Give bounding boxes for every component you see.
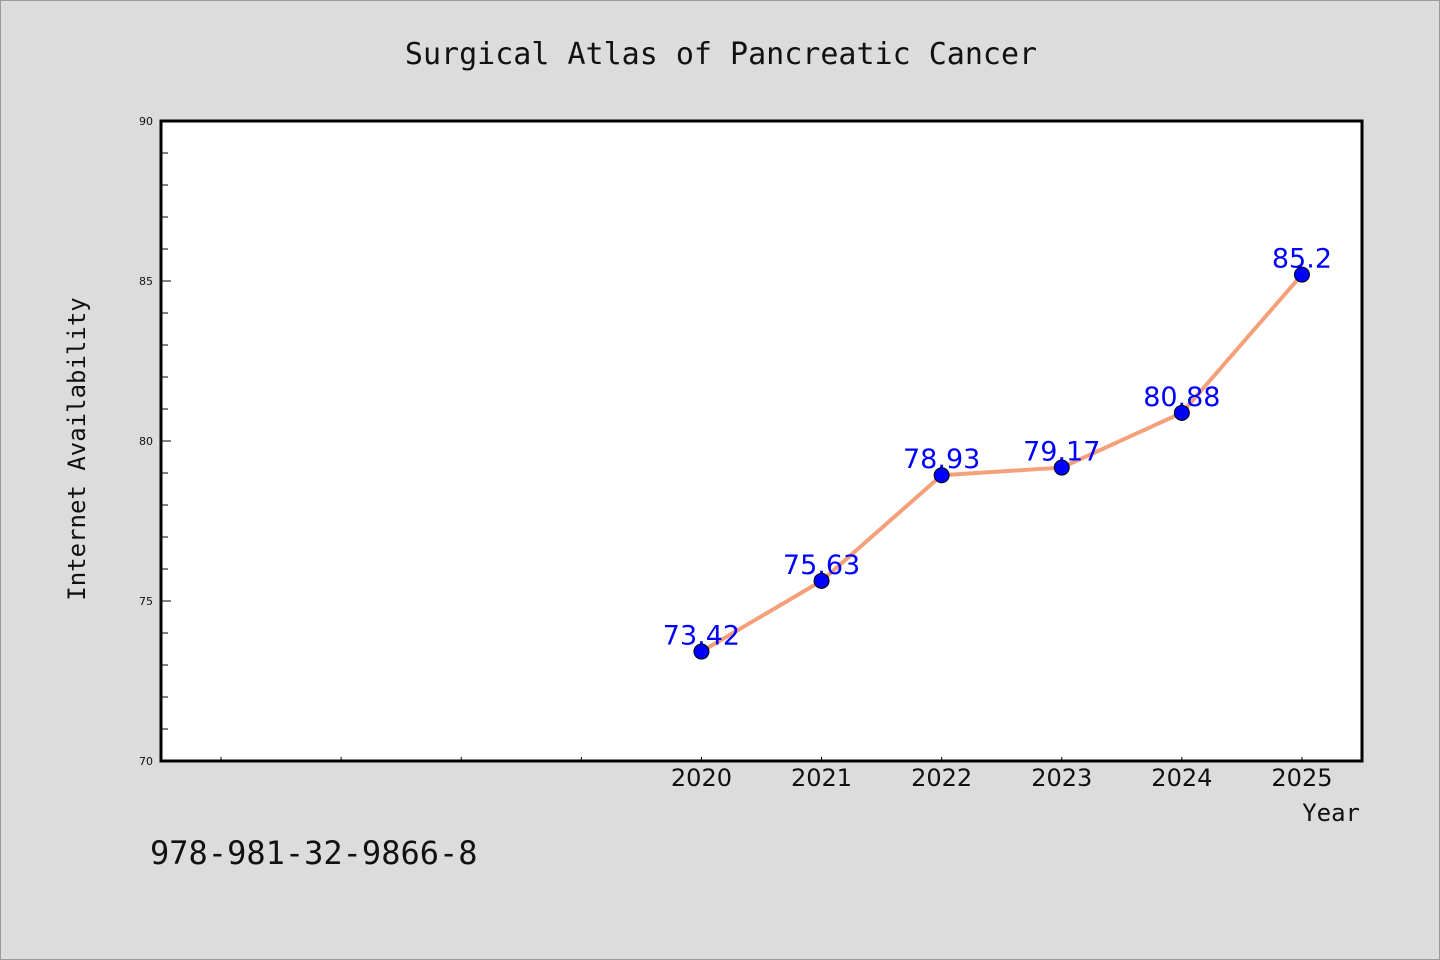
series-line <box>700 273 1304 654</box>
chart-title: Surgical Atlas of Pancreatic Cancer <box>405 37 1037 72</box>
x-tick-label: 2025 <box>1271 764 1332 792</box>
plot-area <box>161 121 1362 761</box>
y-tick-label: 90 <box>139 115 153 128</box>
series-line-layer <box>700 273 1304 654</box>
y-axis-label: Internet Availability <box>63 297 91 600</box>
x-tick-label: 2024 <box>1151 764 1212 792</box>
data-point <box>933 467 950 484</box>
y-tick-label: 85 <box>139 275 153 288</box>
y-tick-label: 70 <box>139 755 153 768</box>
x-tick-labels: 2020 2021 2022 2023 2024 2025 <box>671 764 1333 792</box>
plot-frame <box>159 119 1364 763</box>
data-point <box>813 572 830 589</box>
data-point <box>1293 266 1310 283</box>
y-tick-label: 80 <box>139 435 153 448</box>
x-tick-label: 2020 <box>671 764 732 792</box>
data-point <box>1173 404 1190 421</box>
isbn-footer: 978-981-32-9866-8 <box>150 834 478 872</box>
x-tick-label: 2023 <box>1031 764 1092 792</box>
data-point <box>1053 459 1070 476</box>
x-tick-label: 2022 <box>911 764 972 792</box>
data-point <box>693 643 710 660</box>
y-tick-label: 75 <box>139 595 153 608</box>
x-axis-label: Year <box>1302 799 1360 827</box>
y-tick-labels: 70 75 80 85 90 <box>139 115 153 768</box>
x-tick-label: 2021 <box>791 764 852 792</box>
